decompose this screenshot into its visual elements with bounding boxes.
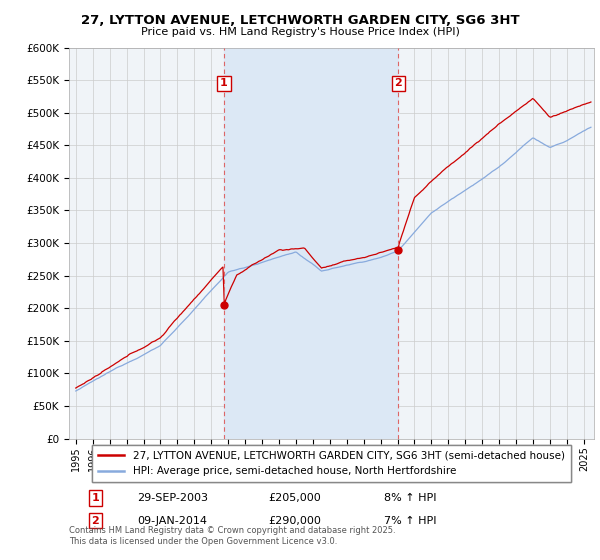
- Text: 7% ↑ HPI: 7% ↑ HPI: [384, 516, 437, 526]
- Text: £290,000: £290,000: [269, 516, 322, 526]
- Text: Price paid vs. HM Land Registry's House Price Index (HPI): Price paid vs. HM Land Registry's House …: [140, 27, 460, 37]
- Text: 09-JAN-2014: 09-JAN-2014: [137, 516, 207, 526]
- Text: £205,000: £205,000: [269, 493, 321, 503]
- Text: 1: 1: [91, 493, 99, 503]
- Bar: [224, 48, 398, 438]
- Text: Contains HM Land Registry data © Crown copyright and database right 2025.
This d: Contains HM Land Registry data © Crown c…: [69, 526, 395, 545]
- Text: 8% ↑ HPI: 8% ↑ HPI: [384, 493, 437, 503]
- Text: 27, LYTTON AVENUE, LETCHWORTH GARDEN CITY, SG6 3HT: 27, LYTTON AVENUE, LETCHWORTH GARDEN CIT…: [80, 14, 520, 27]
- Text: 2: 2: [394, 78, 402, 88]
- Text: 2: 2: [91, 516, 99, 526]
- Legend: 27, LYTTON AVENUE, LETCHWORTH GARDEN CITY, SG6 3HT (semi-detached house), HPI: A: 27, LYTTON AVENUE, LETCHWORTH GARDEN CIT…: [92, 445, 571, 483]
- Text: 29-SEP-2003: 29-SEP-2003: [137, 493, 208, 503]
- Text: 1: 1: [220, 78, 228, 88]
